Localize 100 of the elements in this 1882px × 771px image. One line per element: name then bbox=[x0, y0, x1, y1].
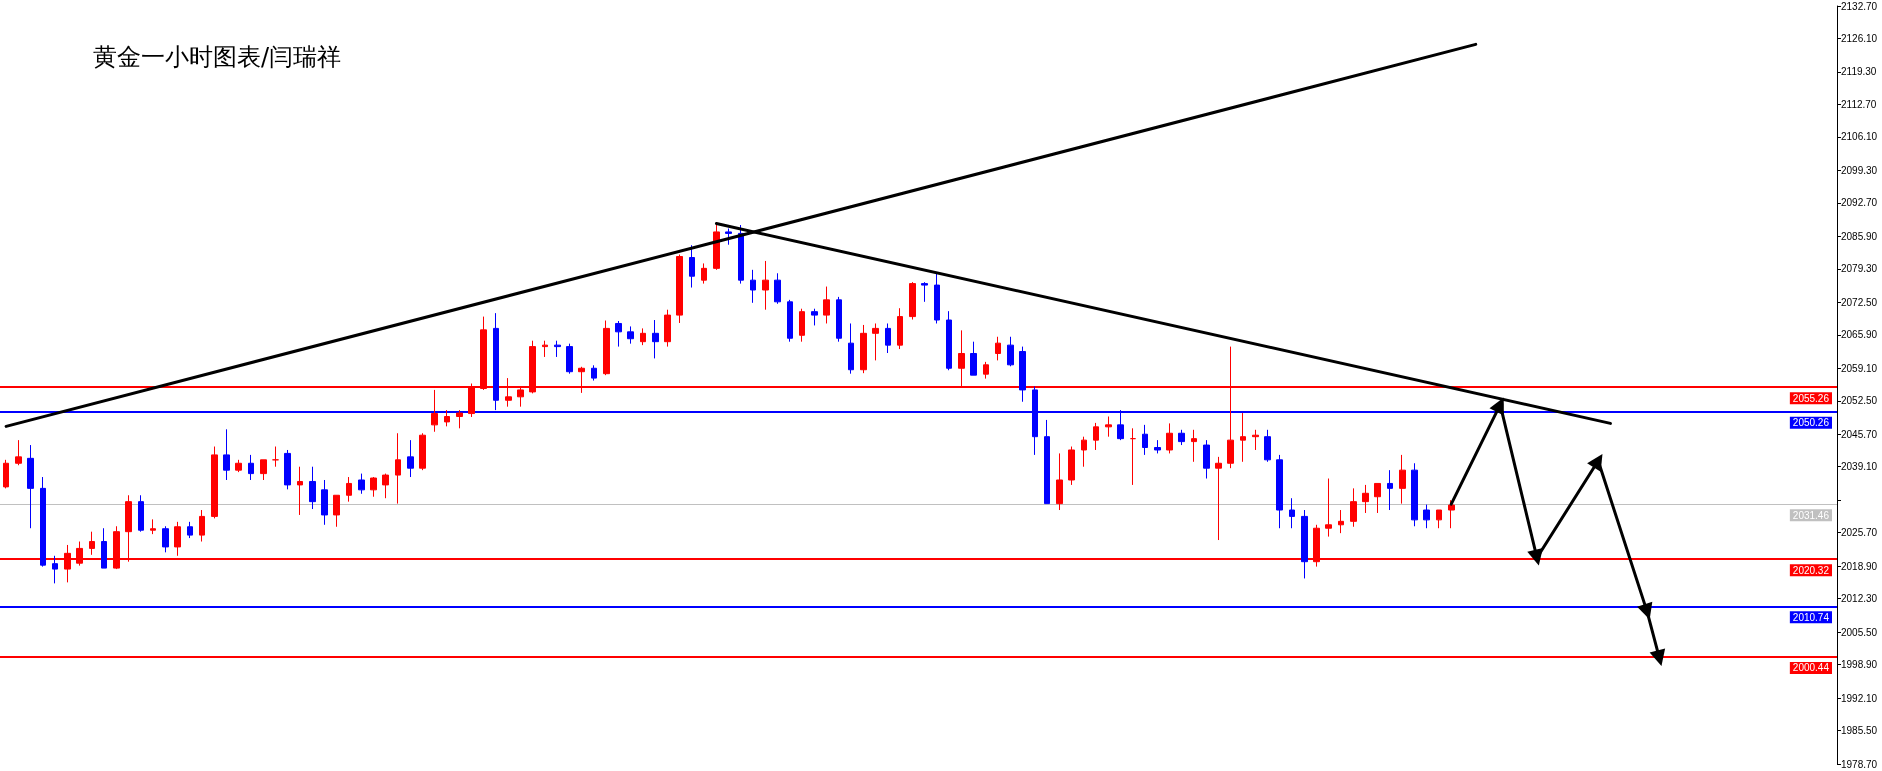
candlestick bbox=[1276, 454, 1283, 529]
candlestick bbox=[272, 446, 279, 468]
ref-line-label: 2031.46 bbox=[1792, 509, 1830, 521]
candlestick bbox=[138, 494, 144, 533]
text: 黄金一小时图表/闫瑞祥 bbox=[93, 43, 342, 71]
y-tick-label: 1978.70 bbox=[1841, 758, 1878, 770]
candlestick bbox=[248, 454, 254, 481]
candlestick bbox=[284, 449, 291, 490]
candlestick bbox=[885, 322, 891, 354]
candlestick bbox=[1166, 422, 1173, 454]
candlestick bbox=[1178, 429, 1185, 446]
y-tick-label: 2065.90 bbox=[1841, 329, 1878, 341]
candlestick bbox=[199, 509, 205, 543]
candlestick bbox=[162, 525, 169, 553]
candlestick bbox=[750, 269, 756, 304]
candlestick bbox=[921, 281, 928, 303]
candlestick bbox=[40, 476, 46, 568]
candlestick bbox=[713, 224, 720, 271]
y-tick-label: 1985.50 bbox=[1841, 725, 1878, 737]
candlestick bbox=[1068, 446, 1075, 486]
candlestick bbox=[1399, 454, 1406, 505]
candlestick bbox=[983, 361, 989, 380]
candlestick bbox=[799, 308, 805, 343]
candlestick bbox=[1289, 497, 1295, 529]
candlestick bbox=[1130, 427, 1136, 486]
candlestick bbox=[676, 254, 683, 324]
candlestick bbox=[370, 476, 377, 498]
candlestick bbox=[1154, 439, 1161, 454]
candlestick bbox=[211, 446, 218, 519]
candlestick bbox=[970, 341, 977, 376]
ref-line-label: 2055.26 bbox=[1792, 392, 1830, 404]
y-tick-label: 2112.70 bbox=[1841, 98, 1877, 110]
candlestick bbox=[1423, 504, 1430, 529]
candlestick bbox=[456, 409, 463, 429]
ref-line-label: 2000.44 bbox=[1792, 662, 1830, 674]
y-tick-label: 2092.70 bbox=[1841, 197, 1878, 209]
candlestick bbox=[897, 307, 903, 350]
y-tick-label: 2052.50 bbox=[1841, 395, 1878, 407]
candlestick bbox=[652, 319, 659, 359]
candlestick bbox=[640, 327, 646, 346]
candlestick bbox=[738, 224, 744, 285]
candlestick bbox=[787, 299, 793, 343]
candlestick bbox=[407, 439, 414, 478]
candlestick bbox=[444, 409, 450, 427]
y-tick-label: 2132.70 bbox=[1841, 0, 1878, 12]
candlestick bbox=[1387, 469, 1393, 511]
candlestick bbox=[1325, 478, 1332, 538]
candlestick bbox=[1142, 424, 1148, 456]
candlestick bbox=[1081, 436, 1087, 468]
y-tick-label: 2126.10 bbox=[1841, 32, 1878, 44]
candlestick bbox=[689, 244, 695, 289]
ref-line-label: 2020.32 bbox=[1792, 564, 1830, 576]
y-tick-label: 2106.10 bbox=[1841, 131, 1878, 143]
candlestick bbox=[358, 473, 365, 495]
y-tick-label: 2085.90 bbox=[1841, 230, 1878, 242]
candlestick bbox=[89, 531, 95, 556]
candlestick bbox=[848, 322, 854, 375]
candlestick bbox=[554, 340, 561, 358]
candlestick bbox=[1411, 462, 1418, 527]
candlestick bbox=[235, 459, 242, 473]
candlestick bbox=[542, 340, 548, 358]
candlestick bbox=[333, 494, 340, 528]
candlestick bbox=[1044, 419, 1050, 505]
candlestick bbox=[1105, 416, 1112, 438]
y-tick-label: 1998.90 bbox=[1841, 659, 1878, 671]
candlestick bbox=[52, 555, 58, 584]
candlestick bbox=[836, 296, 842, 343]
candlestick bbox=[872, 322, 879, 361]
candlestick bbox=[174, 521, 181, 557]
y-tick-label: 2099.30 bbox=[1841, 164, 1878, 176]
ref-line-label: 2050.26 bbox=[1792, 417, 1830, 429]
candlestick bbox=[1203, 439, 1210, 480]
y-tick-label: 2059.10 bbox=[1841, 362, 1878, 374]
y-tick-label: 2012.30 bbox=[1841, 593, 1878, 605]
candlestick bbox=[860, 324, 867, 374]
candlestick bbox=[1362, 484, 1369, 514]
y-tick-label: 2079.30 bbox=[1841, 263, 1878, 275]
y-tick-label: 2018.90 bbox=[1841, 560, 1878, 572]
candlestick bbox=[762, 260, 769, 311]
y-tick-label: 2072.50 bbox=[1841, 296, 1878, 308]
candlestick bbox=[395, 432, 401, 505]
candlestick bbox=[1264, 429, 1271, 463]
candlestick bbox=[3, 459, 9, 489]
candlestick bbox=[187, 521, 193, 539]
candlestick bbox=[1350, 487, 1357, 528]
candlestick bbox=[382, 473, 389, 499]
y-tick-label: 2045.70 bbox=[1841, 428, 1878, 440]
candlestick bbox=[1448, 499, 1455, 529]
candlestick bbox=[627, 325, 634, 345]
candlestick bbox=[946, 310, 952, 371]
candlestick bbox=[101, 527, 107, 569]
candlestick bbox=[603, 320, 610, 376]
candlestick bbox=[1252, 429, 1259, 451]
y-tick-label: 2119.30 bbox=[1841, 66, 1877, 78]
candlestick bbox=[774, 272, 781, 305]
y-tick-label: 2025.70 bbox=[1841, 527, 1878, 539]
candlestick bbox=[1056, 452, 1063, 511]
candlestick bbox=[260, 459, 267, 481]
candlestick bbox=[701, 262, 707, 285]
candlestick bbox=[150, 518, 156, 535]
